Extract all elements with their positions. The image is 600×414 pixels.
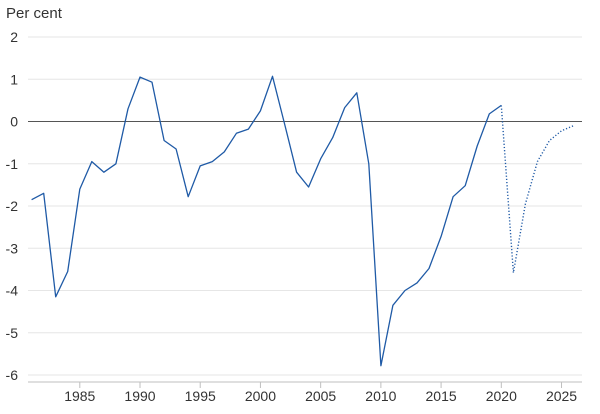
y-tick-label: 0: [10, 114, 18, 130]
x-tick-label: 2000: [245, 388, 276, 404]
y-tick-label: 1: [10, 71, 18, 87]
y-tick-label: -2: [6, 198, 19, 214]
series-group: [31, 75, 574, 367]
x-tick-label: 2020: [486, 388, 517, 404]
y-tick-label: -3: [6, 240, 19, 256]
y-axis-label: Per cent: [6, 5, 63, 22]
x-tick-label: 2015: [426, 388, 457, 404]
y-tick-label: -6: [6, 367, 19, 383]
x-tick-label: 1990: [124, 388, 155, 404]
x-tick-label: 1995: [185, 388, 216, 404]
y-tick-label: -5: [6, 325, 19, 341]
gridlines: [28, 36, 582, 383]
x-tick-labels: 1985 1990 1995 2000 2005 2010 2015 2020 2025: [64, 382, 577, 404]
y-tick-label: -4: [6, 283, 19, 299]
y-tick-labels: 2 1 0 -1 -2 -3 -4 -5 -6: [6, 29, 19, 383]
projection-series-line: [500, 105, 574, 274]
y-tick-label: -1: [6, 156, 19, 172]
x-tick-label: 1985: [64, 388, 95, 404]
x-tick-label: 2025: [546, 388, 577, 404]
actual-series-line: [31, 75, 502, 367]
x-tick-label: 2010: [365, 388, 396, 404]
x-tick-label: 2005: [305, 388, 336, 404]
y-tick-label: 2: [10, 29, 18, 45]
